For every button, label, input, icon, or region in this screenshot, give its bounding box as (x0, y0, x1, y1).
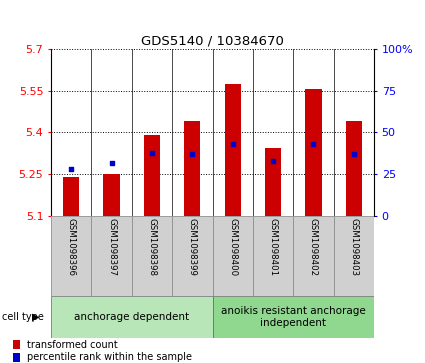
Text: GSM1098397: GSM1098397 (107, 219, 116, 276)
Title: GDS5140 / 10384670: GDS5140 / 10384670 (141, 35, 284, 48)
Bar (346, 121, 362, 216)
Text: GSM1098402: GSM1098402 (309, 219, 318, 277)
Bar (103, 174, 120, 216)
Bar (293, 216, 334, 296)
Point (108, 160, 115, 166)
Text: GSM1098403: GSM1098403 (349, 219, 358, 277)
Point (229, 141, 236, 147)
Bar (212, 216, 253, 296)
Bar (184, 121, 200, 216)
Bar (265, 148, 281, 216)
Bar (224, 84, 241, 216)
Text: GSM1098398: GSM1098398 (147, 219, 156, 276)
Text: GSM1098396: GSM1098396 (67, 219, 76, 276)
Bar (144, 135, 160, 216)
Bar (132, 216, 172, 296)
Point (350, 151, 357, 157)
Bar (334, 216, 374, 296)
Point (149, 150, 156, 155)
Text: percentile rank within the sample: percentile rank within the sample (27, 352, 192, 362)
Text: GSM1098400: GSM1098400 (228, 219, 237, 277)
Bar (51, 216, 91, 296)
Bar (51, 296, 212, 338)
Text: GSM1098399: GSM1098399 (188, 219, 197, 276)
Bar (91, 216, 132, 296)
Bar (212, 296, 374, 338)
Text: anchorage dependent: anchorage dependent (74, 312, 189, 322)
Text: anoikis resistant anchorage
independent: anoikis resistant anchorage independent (221, 306, 366, 327)
Point (269, 158, 276, 164)
Text: GSM1098401: GSM1098401 (269, 219, 278, 277)
Bar (253, 216, 293, 296)
Bar (305, 89, 321, 216)
Text: transformed count: transformed count (27, 340, 118, 350)
Point (189, 151, 196, 157)
Bar (172, 216, 212, 296)
Point (310, 141, 317, 147)
Bar (63, 177, 79, 216)
Bar (13, 353, 20, 362)
Text: ▶: ▶ (32, 312, 40, 322)
Text: cell type: cell type (2, 312, 44, 322)
Bar (13, 340, 20, 349)
Point (68, 166, 75, 172)
